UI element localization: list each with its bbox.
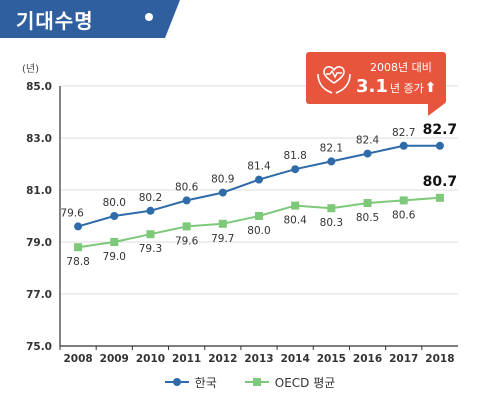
korea-point-4 (218, 188, 227, 197)
oecd-point-2 (146, 230, 155, 239)
oecd-data-label-3: 79.6 (175, 235, 199, 247)
x-tick-label-0: 2008 (63, 353, 92, 365)
oecd-data-label-5: 80.0 (247, 225, 270, 237)
x-tick-label-10: 2018 (425, 353, 454, 365)
title-bullet-dot (145, 13, 153, 21)
korea-data-label-4: 80.9 (211, 174, 234, 186)
x-tick-label-4: 2012 (208, 353, 237, 365)
y-tick-label-3: 79.0 (26, 237, 52, 249)
korea-point-8 (363, 149, 372, 158)
oecd-point-1 (110, 238, 119, 246)
korea-point-6 (291, 165, 300, 174)
y-tick-label-4: 77.0 (26, 289, 52, 301)
oecd-point-3 (182, 222, 191, 231)
oecd-point-5 (255, 212, 263, 220)
oecd-data-label-7: 80.3 (320, 217, 343, 229)
korea-data-label-7: 82.1 (320, 142, 343, 154)
korea-data-label-2: 80.2 (139, 192, 162, 204)
korea-data-label-0: 79.6 (60, 207, 84, 219)
page-title: 기대수명 (16, 9, 94, 33)
x-tick-label-9: 2017 (389, 353, 418, 365)
oecd-point-8 (363, 199, 372, 207)
up-arrow-icon: ⬆ (424, 80, 437, 96)
oecd-data-label-8: 80.5 (356, 212, 379, 224)
oecd-data-label-9: 80.6 (392, 209, 416, 221)
y-tick-label-5: 75.0 (26, 341, 52, 353)
badge-comparison-label: 2008년 대비 (370, 61, 432, 74)
korea-data-label-8: 82.4 (356, 135, 380, 147)
y-axis-unit-label: (년) (22, 63, 39, 75)
y-tick-label-1: 83.0 (26, 133, 52, 145)
x-tick-label-7: 2015 (317, 353, 346, 365)
korea-data-label-1: 80.0 (103, 197, 126, 209)
legend-swatch-oecd (244, 377, 269, 387)
oecd-data-label-10: 80.7 (423, 174, 458, 190)
y-tick-label-2: 81.0 (26, 185, 52, 197)
korea-data-label-5: 81.4 (247, 161, 271, 173)
oecd-data-label-4: 79.7 (211, 233, 234, 245)
korea-point-0 (74, 222, 83, 231)
korea-data-label-6: 81.8 (283, 150, 306, 162)
badge-value: 3.1 (356, 76, 388, 97)
oecd-point-7 (327, 204, 336, 213)
korea-point-10 (435, 141, 444, 150)
korea-point-2 (146, 206, 155, 215)
oecd-data-label-2: 79.3 (139, 243, 162, 255)
x-tick-label-6: 2014 (281, 353, 310, 365)
legend-item-oecd: OECD 평균 (244, 374, 336, 391)
chart-legend: 한국 OECD 평균 (0, 370, 500, 394)
title-tab-shape (0, 0, 180, 38)
korea-point-3 (182, 196, 191, 205)
x-tick-label-2: 2010 (136, 353, 165, 365)
oecd-point-0 (74, 243, 83, 252)
korea-data-label-10: 82.7 (423, 122, 458, 138)
badge-value-line: 3.1 년 증가⬆ (356, 76, 436, 97)
oecd-data-label-6: 80.4 (283, 215, 307, 227)
legend-item-korea: 한국 (164, 374, 217, 391)
oecd-data-label-1: 79.0 (103, 251, 126, 263)
badge-pointer (428, 104, 444, 116)
badge-unit: 년 증가 (389, 82, 424, 95)
series-line-1 (77, 196, 440, 249)
legend-label-korea: 한국 (194, 375, 217, 390)
oecd-point-4 (218, 219, 227, 228)
oecd-point-9 (399, 196, 408, 205)
korea-point-5 (255, 175, 263, 184)
korea-point-9 (399, 141, 408, 150)
korea-point-1 (110, 212, 119, 220)
legend-swatch-korea (164, 377, 189, 387)
x-tick-label-1: 2009 (100, 353, 129, 365)
heart-in-hands-icon (317, 66, 351, 94)
korea-data-label-3: 80.6 (175, 181, 199, 193)
korea-data-label-9: 82.7 (392, 127, 415, 139)
y-tick-label-0: 85.0 (26, 81, 52, 93)
x-tick-label-8: 2016 (353, 353, 382, 365)
legend-label-oecd: OECD 평균 (274, 375, 336, 390)
increase-badge: 2008년 대비 3.1 년 증가⬆ (306, 52, 446, 104)
oecd-point-10 (435, 193, 444, 202)
oecd-point-6 (291, 201, 300, 210)
x-tick-label-3: 2011 (172, 353, 201, 365)
title-tab: 기대수명 (0, 0, 180, 38)
x-tick-label-5: 2013 (244, 353, 273, 365)
oecd-data-label-0: 78.8 (66, 256, 89, 268)
korea-point-7 (327, 157, 336, 166)
